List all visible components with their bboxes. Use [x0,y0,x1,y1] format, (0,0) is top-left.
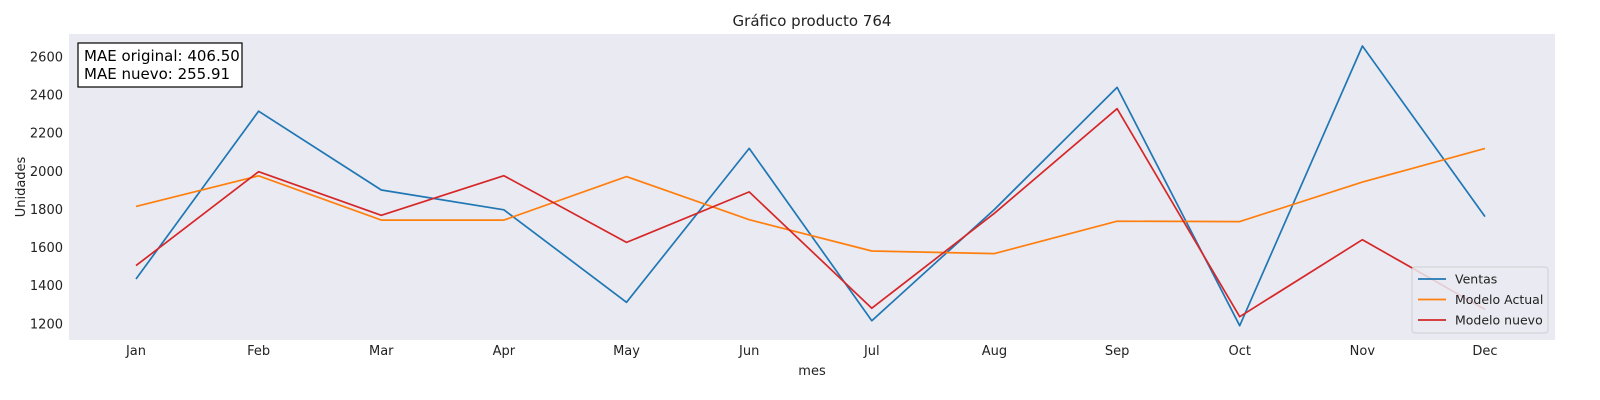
legend-label: Modelo nuevo [1455,313,1543,328]
y-axis-label: Unidades [14,156,29,217]
y-tick-label: 1800 [30,203,63,218]
x-axis-label: mes [798,364,826,379]
x-tick-label: May [613,344,640,359]
annotation-line-1: MAE original: 406.50 [84,47,240,65]
legend-label: Modelo Actual [1455,292,1543,307]
x-axis: Jan Feb Mar Apr May Jun Jul Aug Sep Oct Nov Dec [125,344,1498,359]
y-tick-label: 2000 [30,165,63,180]
chart-title: Gráfico producto 764 [733,12,892,30]
mae-annotation: MAE original: 406.50 MAE nuevo: 255.91 [77,42,243,88]
x-tick-label: Jan [125,344,146,359]
legend: Ventas Modelo Actual Modelo nuevo [1411,266,1549,334]
y-tick-label: 1600 [30,241,63,256]
annotation-line-2: MAE nuevo: 255.91 [84,65,230,83]
x-tick-label: Aug [982,344,1007,359]
plot-area [69,34,1555,340]
y-axis: 1200 1400 1600 1800 2000 2200 2400 2600 [30,50,63,332]
series-lines [135,45,1486,327]
y-tick-label: 2200 [30,127,63,142]
series-line-modelo-nuevo [135,107,1486,318]
y-tick-label: 1200 [30,317,63,332]
x-tick-label: Apr [493,344,516,359]
x-tick-label: Jul [863,344,880,359]
x-tick-label: Dec [1472,344,1497,359]
y-tick-label: 2400 [30,89,63,104]
x-tick-label: Nov [1350,344,1376,359]
x-tick-label: Sep [1105,344,1130,359]
legend-label: Ventas [1455,272,1497,287]
y-tick-label: 2600 [30,50,63,65]
x-tick-label: Jun [738,344,759,359]
x-tick-label: Mar [369,344,394,359]
x-tick-label: Oct [1228,344,1250,359]
y-tick-label: 1400 [30,279,63,294]
annotation-box [77,42,243,88]
series-line-modelo-actual [135,147,1486,255]
legend-box [1411,266,1549,334]
x-tick-label: Feb [247,344,270,359]
